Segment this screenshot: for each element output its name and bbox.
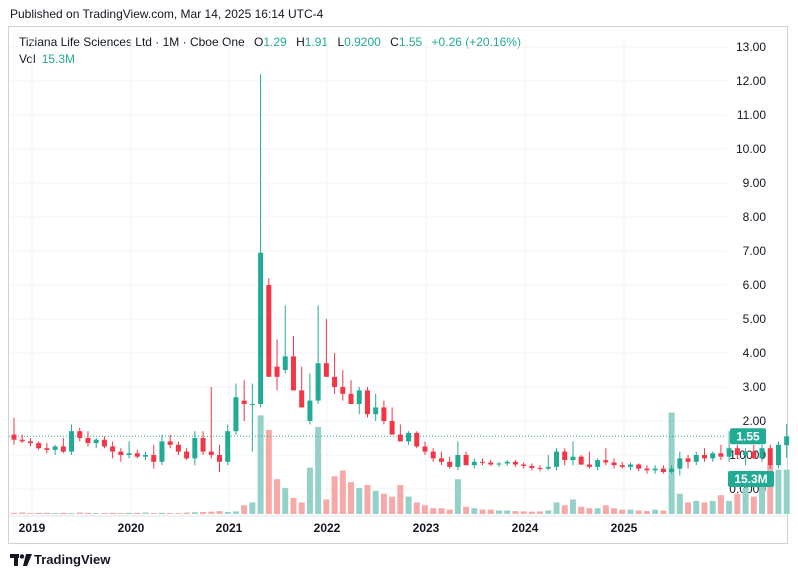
symbol-title[interactable]: Tiziana Life Sciences Ltd · 1M · Cboe On… (19, 35, 245, 49)
tradingview-brand-label: TradingView (34, 552, 111, 567)
volume-value: 15.3M (41, 52, 76, 66)
change-value: +0.26 (+20.16%) (431, 35, 521, 49)
tradingview-branding[interactable]: TradingView (10, 552, 110, 567)
open-value: 1.29 (263, 35, 287, 49)
open-label: O (254, 35, 264, 49)
volume-label: Vol (19, 52, 36, 66)
close-value: 1.55 (398, 35, 423, 49)
published-caption: Published on TradingView.com, Mar 14, 20… (10, 7, 324, 21)
symbol-legend: Tiziana Life Sciences Ltd · 1M · Cboe On… (19, 35, 521, 49)
volume-legend: Vol 15.3M (19, 52, 75, 66)
chart-frame[interactable] (8, 26, 788, 544)
low-label: L (337, 35, 345, 49)
tradingview-logo-icon (10, 553, 32, 566)
close-label: C (390, 35, 399, 49)
low-value: 0.9200 (344, 35, 381, 49)
high-label: H (296, 35, 305, 49)
high-value: 1.91 (304, 35, 329, 49)
